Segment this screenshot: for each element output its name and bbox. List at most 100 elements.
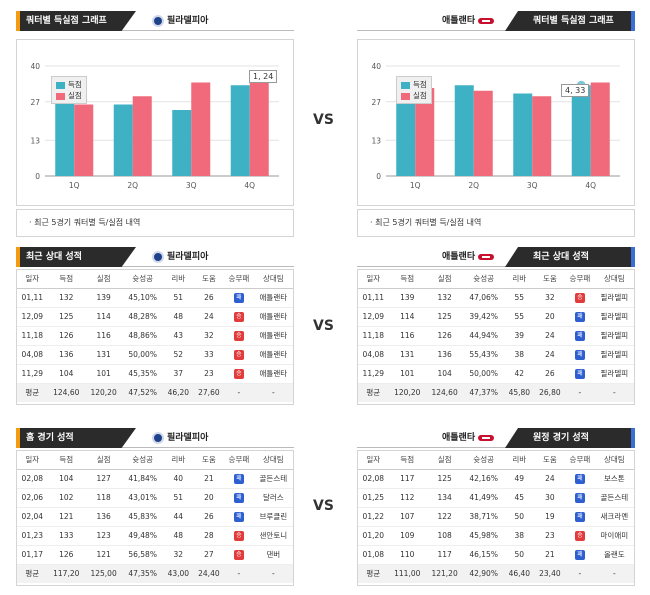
column-header: 슛성공: [463, 451, 505, 470]
table-cell: 56,58%: [122, 545, 164, 565]
table-cell: 132: [47, 288, 85, 308]
table-cell: 37: [163, 364, 194, 384]
y-tick-label: 0: [35, 172, 40, 181]
table-cell: 골든스테: [594, 488, 634, 508]
table-cell: 21: [534, 545, 566, 565]
table-row: 01,25 112 134 41,49% 45 30 패 골든스테: [358, 488, 634, 508]
column-header: 상대팀: [253, 270, 293, 289]
table-cell: 필라델피: [594, 364, 634, 384]
left-venue-title: 홈 경기 성적: [16, 428, 136, 448]
table-cell: 46,15%: [463, 545, 505, 565]
table-cell: 46,40: [504, 564, 535, 583]
table-cell: 26: [193, 288, 225, 308]
table-cell: 04,08: [17, 345, 48, 365]
legend-label-allowed: 실점: [413, 91, 427, 100]
table-cell: 46,20: [163, 383, 194, 402]
y-tick-label: 40: [371, 62, 381, 71]
column-header: 리바: [163, 451, 194, 470]
column-header: 실점: [425, 270, 464, 289]
table-cell: 117,20: [47, 564, 85, 583]
table-row: 01,08 110 117 46,15% 50 21 패 올랜도: [358, 545, 634, 565]
table-cell: 평균: [358, 564, 389, 583]
table-cell: 02,08: [17, 469, 48, 489]
table-cell: 02,06: [17, 488, 48, 508]
y-tick-label: 40: [30, 62, 40, 71]
column-header: 도움: [534, 270, 566, 289]
table-cell: 12,09: [17, 307, 48, 327]
right-venue-panel: 애틀랜타 원정 경기 성적 일자 득점 실점 슛성공 리바 도움 승무패 상대팀 02,08 11…: [357, 428, 635, 588]
table-cell: 47,06%: [463, 288, 505, 308]
table-row: 04,08 136 131 50,00% 52 33 승 애틀랜타: [17, 345, 293, 365]
table-cell: 40: [163, 469, 194, 489]
table-cell: 139: [388, 288, 426, 308]
legend-swatch-score: [56, 81, 65, 89]
table-cell: 승: [565, 288, 595, 308]
average-row: 평균 111,00 121,20 42,90% 46,40 23,40- -: [358, 564, 634, 583]
table-cell: 45,83%: [122, 507, 164, 527]
y-tick-label: 13: [371, 136, 381, 145]
right-chart-team: 애틀랜타: [442, 11, 495, 31]
table-cell: 47,52%: [122, 383, 164, 402]
table-cell: 필라델피: [594, 326, 634, 346]
vs-label-1: VS: [313, 112, 334, 128]
left-venue-table: 일자 득점 실점 슛성공 리바 도움 승무패 상대팀 02,08 104 127 41,84% 40 21…: [17, 451, 293, 583]
column-header: 득점: [47, 270, 85, 289]
loss-badge: 패: [574, 512, 585, 522]
table-cell: 패: [565, 507, 595, 527]
left-recent-title: 최근 상대 성적: [16, 247, 136, 267]
loss-badge: 패: [233, 293, 244, 303]
table-row: 11,18 126 116 48,86% 43 32 승 애틀랜타: [17, 326, 293, 346]
table-cell: 121,20: [425, 564, 464, 583]
table-cell: 02,08: [358, 469, 389, 489]
table-row: 01,11 139 132 47,06% 55 32 승 필라델피: [358, 288, 634, 308]
table-cell: 02,04: [17, 507, 48, 527]
x-tick-label: 1Q: [410, 181, 421, 190]
table-cell: 28: [193, 526, 225, 546]
table-cell: 20: [534, 307, 566, 327]
left-venue-team: 필라델피아: [152, 428, 208, 448]
legend-item-score: 득점: [401, 79, 427, 90]
bar-score: [230, 85, 250, 176]
win-badge: 승: [574, 531, 585, 541]
y-tick-label: 13: [30, 136, 40, 145]
right-venue-team-name: 애틀랜타: [442, 433, 476, 443]
right-chart-panel: 애틀랜타 쿼터별 득실점 그래프 0 13 27 40 1Q 2Q 3Q 4Q 득점 실점 4…: [357, 11, 635, 237]
table-row: 01,22 107 122 38,71% 50 19 패 새크라멘: [358, 507, 634, 527]
table-cell: 50,00%: [122, 345, 164, 365]
table-cell: 패: [565, 469, 595, 489]
table-cell: 131: [388, 345, 426, 365]
table-cell: 47,37%: [463, 383, 505, 402]
loss-badge: 패: [574, 550, 585, 560]
table-cell: 38: [504, 526, 535, 546]
table-cell: 01,25: [358, 488, 389, 508]
right-chart-title: 쿼터별 득실점 그래프: [505, 11, 635, 31]
legend-item-allowed: 실점: [56, 90, 82, 101]
table-cell: 승: [565, 526, 595, 546]
table-cell: 48: [163, 307, 194, 327]
table-row: 12,09 114 125 39,42% 55 20 패 필라델피: [358, 307, 634, 327]
table-cell: 26: [534, 364, 566, 384]
table-cell: 110: [388, 545, 426, 565]
table-cell: 21: [193, 469, 225, 489]
table-cell: 45,80: [504, 383, 535, 402]
loss-badge: 패: [574, 331, 585, 341]
left-recent-table: 일자 득점 실점 슛성공 리바 도움 승무패 상대팀 01,11 132 139 45,10% 51 26…: [17, 270, 293, 402]
win-badge: 승: [233, 550, 244, 560]
vs-label-3: VS: [313, 498, 334, 514]
table-cell: 48,28%: [122, 307, 164, 327]
table-cell: 42,90%: [463, 564, 505, 583]
right-chart-legend: 득점 실점: [396, 76, 432, 104]
table-cell: 136: [84, 507, 123, 527]
table-cell: 41,49%: [463, 488, 505, 508]
table-cell: 48: [163, 526, 194, 546]
table-cell: 01,11: [17, 288, 48, 308]
right-recent-table: 일자 득점 실점 슛성공 리바 도움 승무패 상대팀 01,11 139 132 47,06% 55 32…: [358, 270, 634, 402]
table-cell: 38,71%: [463, 507, 505, 527]
table-row: 12,09 125 114 48,28% 48 24 승 애틀랜타: [17, 307, 293, 327]
header-line: [357, 447, 635, 448]
table-header-row: 일자 득점 실점 슛성공 리바 도움 승무패 상대팀: [358, 270, 634, 289]
left-chart-title: 쿼터별 득실점 그래프: [16, 11, 136, 31]
bar-allowed: [415, 88, 435, 176]
table-cell: 126: [47, 545, 85, 565]
table-cell: 애틀랜타: [253, 326, 293, 346]
